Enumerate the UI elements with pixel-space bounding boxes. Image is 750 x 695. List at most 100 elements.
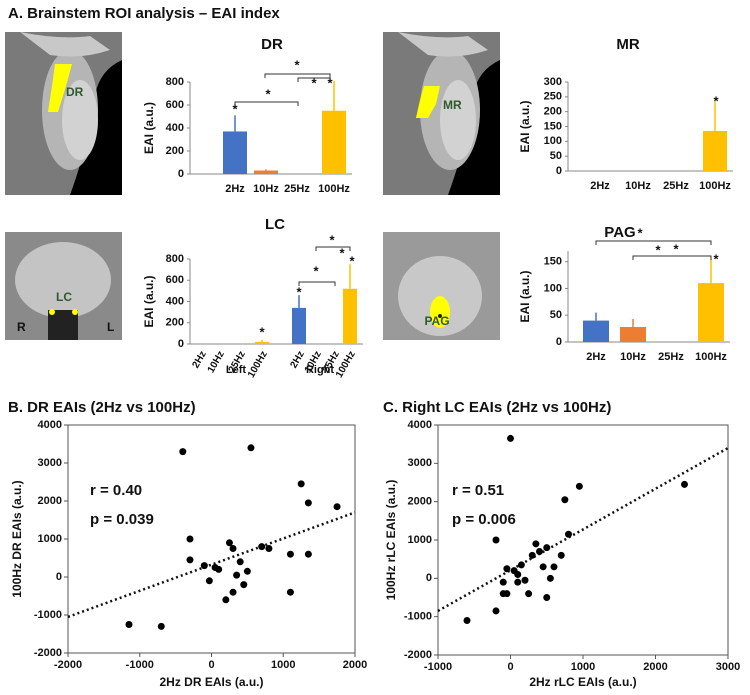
data-point xyxy=(304,499,312,507)
significance-bracket xyxy=(234,101,299,106)
data-point xyxy=(561,496,569,504)
trend-line xyxy=(437,446,729,613)
stat-annotation: r = 0.51 xyxy=(452,482,504,499)
panel-title: A. Brainstem ROI analysis – EAI index xyxy=(8,5,280,22)
y-tick-label: 150 xyxy=(544,120,562,132)
group-label: Right xyxy=(306,364,334,376)
data-point xyxy=(304,550,312,558)
significance-mark: * xyxy=(296,284,302,299)
y-axis-label: 100Hz rLC EAIs (a.u.) xyxy=(384,480,398,601)
x-tick-label: 25Hz xyxy=(658,351,684,363)
x-tick-label: 2Hz xyxy=(586,351,606,363)
x-tick-label: 0 xyxy=(507,661,513,673)
data-point xyxy=(507,434,514,442)
x-tick-label: 10Hz xyxy=(625,180,651,192)
data-point xyxy=(297,480,305,488)
x-tick-label: 2000 xyxy=(643,661,667,673)
brain-image-mr: MR xyxy=(383,32,500,195)
y-tick-label: 600 xyxy=(166,99,184,111)
y-tick-label: 100 xyxy=(544,282,562,294)
significance-mark: * xyxy=(349,253,355,268)
significance-mark: * xyxy=(259,324,265,339)
significance-bracket xyxy=(315,246,351,251)
y-tick-label: 2000 xyxy=(408,496,432,508)
x-tick-label: 10Hz xyxy=(206,349,227,375)
significance-mark: * xyxy=(294,57,300,72)
data-point xyxy=(539,563,547,571)
x-tick-label: 2Hz xyxy=(225,183,245,195)
y-tick-label: 2000 xyxy=(38,495,62,507)
data-point xyxy=(157,622,165,630)
significance-bracket xyxy=(632,255,712,260)
data-point xyxy=(247,444,255,452)
y-tick-label: 100 xyxy=(544,135,562,147)
significance-mark: * xyxy=(232,101,238,116)
x-tick-label: -1000 xyxy=(424,661,452,673)
data-point xyxy=(186,556,194,564)
data-point xyxy=(499,590,507,598)
data-point xyxy=(543,594,551,601)
data-point xyxy=(222,596,230,604)
image-label: PAG xyxy=(424,314,449,328)
bar xyxy=(292,307,306,344)
y-tick-label: 200 xyxy=(166,317,184,329)
image-label: MR xyxy=(443,98,462,112)
y-axis-label: EAI (a.u.) xyxy=(518,270,532,322)
significance-bracket xyxy=(298,281,336,286)
data-point xyxy=(517,561,525,569)
x-tick-label: 3000 xyxy=(716,661,740,673)
plot-frame xyxy=(67,424,356,654)
bar xyxy=(255,341,269,344)
brain-image-pag: PAG xyxy=(383,232,500,340)
bar xyxy=(254,170,278,174)
significance-mark: * xyxy=(265,86,271,101)
data-point xyxy=(492,607,500,615)
data-point xyxy=(125,621,133,628)
bar xyxy=(343,288,357,344)
y-tick-label: 200 xyxy=(166,145,184,157)
x-tick-label: 1000 xyxy=(271,659,295,671)
chart-title: PAG xyxy=(604,224,635,241)
data-point xyxy=(179,448,187,456)
x-tick-label: 0 xyxy=(208,659,214,671)
x-tick-label: 10Hz xyxy=(620,351,646,363)
data-point xyxy=(681,480,688,488)
y-tick-label: 0 xyxy=(178,168,184,180)
y-tick-label: 50 xyxy=(550,150,562,162)
y-axis-label: EAI (a.u.) xyxy=(518,100,532,152)
y-axis-label: EAI (a.u.) xyxy=(142,102,156,154)
plot-frame xyxy=(437,424,729,656)
data-point xyxy=(532,540,540,548)
y-tick-label: 800 xyxy=(166,76,184,88)
chart-title: DR xyxy=(261,36,283,53)
significance-bracket xyxy=(297,77,331,82)
y-tick-label: 0 xyxy=(556,336,562,348)
image-label: LC xyxy=(56,290,72,304)
data-point xyxy=(205,577,213,585)
y-axis-label: 100Hz DR EAIs (a.u.) xyxy=(10,480,24,597)
y-tick-label: 0 xyxy=(556,165,562,177)
data-point xyxy=(565,530,572,538)
y-tick-label: 3000 xyxy=(38,457,62,469)
y-tick-label: 400 xyxy=(166,122,184,134)
data-point xyxy=(557,551,565,559)
data-point xyxy=(575,482,583,490)
y-tick-label: 250 xyxy=(544,91,562,103)
y-tick-label: 150 xyxy=(544,256,562,268)
data-point xyxy=(536,548,543,555)
bar xyxy=(583,320,609,342)
stat-annotation: p = 0.006 xyxy=(452,511,516,528)
y-tick-label: 4000 xyxy=(38,419,62,431)
y-tick-label: -2000 xyxy=(34,647,62,659)
x-tick-label: 100Hz xyxy=(695,351,727,363)
significance-mark: * xyxy=(655,242,661,257)
x-tick-label: 1000 xyxy=(571,661,595,673)
bar xyxy=(223,131,247,174)
x-tick-label: 100Hz xyxy=(318,183,350,195)
data-point xyxy=(225,539,233,547)
y-tick-label: 3000 xyxy=(408,457,432,469)
data-point xyxy=(333,503,341,511)
significance-mark: * xyxy=(327,75,333,90)
bar xyxy=(703,130,727,171)
data-point xyxy=(236,558,244,566)
